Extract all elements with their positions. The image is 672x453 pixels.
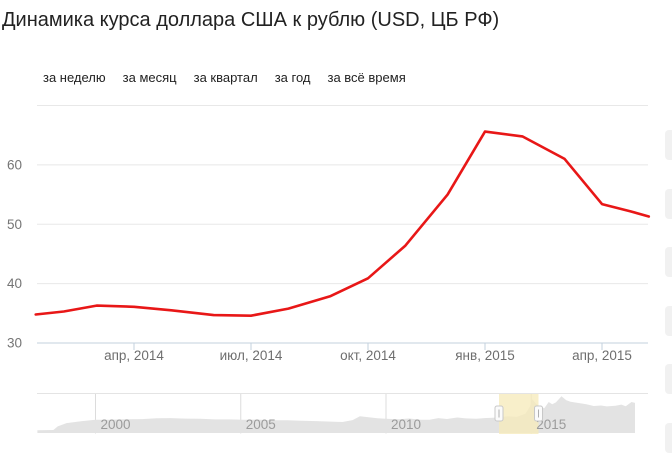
overview-year-label: 2015 [536, 417, 566, 432]
y-axis-label: 30 [7, 336, 22, 351]
tab-month[interactable]: за месяц [122, 70, 177, 85]
y-axis-label: 50 [7, 217, 22, 232]
page-title: Динамика курса доллара США к рублю (USD,… [2, 9, 500, 31]
y-axis-label: 40 [7, 276, 22, 291]
y-axis-label: 60 [7, 157, 22, 172]
clipped-panel-fragment [665, 305, 672, 336]
clipped-panel-fragment [665, 188, 672, 219]
tab-alltime[interactable]: за всё время [327, 70, 406, 85]
tab-quarter[interactable]: за квартал [193, 70, 258, 85]
clipped-panel-fragment [665, 247, 672, 277]
x-axis-label: окт, 2014 [340, 348, 396, 363]
x-axis-label: апр, 2015 [572, 348, 632, 363]
clipped-panel-fragment [665, 130, 672, 160]
overview-area [37, 396, 635, 433]
period-tabs: за неделю за месяц за квартал за год за всё … [43, 70, 406, 85]
overview-selection[interactable] [499, 394, 539, 434]
clipped-panel-fragment [665, 422, 672, 453]
tab-week[interactable]: за неделю [43, 70, 106, 85]
overview-year-label: 2010 [391, 417, 421, 432]
x-axis-label: июл, 2014 [220, 348, 283, 363]
overview-year-label: 2005 [246, 417, 276, 432]
x-axis-label: апр, 2014 [104, 348, 164, 363]
overview-year-label: 2000 [101, 417, 131, 432]
usd-rub-line [34, 130, 651, 318]
x-axis-label: янв, 2015 [455, 348, 514, 363]
clipped-panel-fragment [665, 364, 672, 394]
tab-year[interactable]: за год [274, 70, 311, 85]
